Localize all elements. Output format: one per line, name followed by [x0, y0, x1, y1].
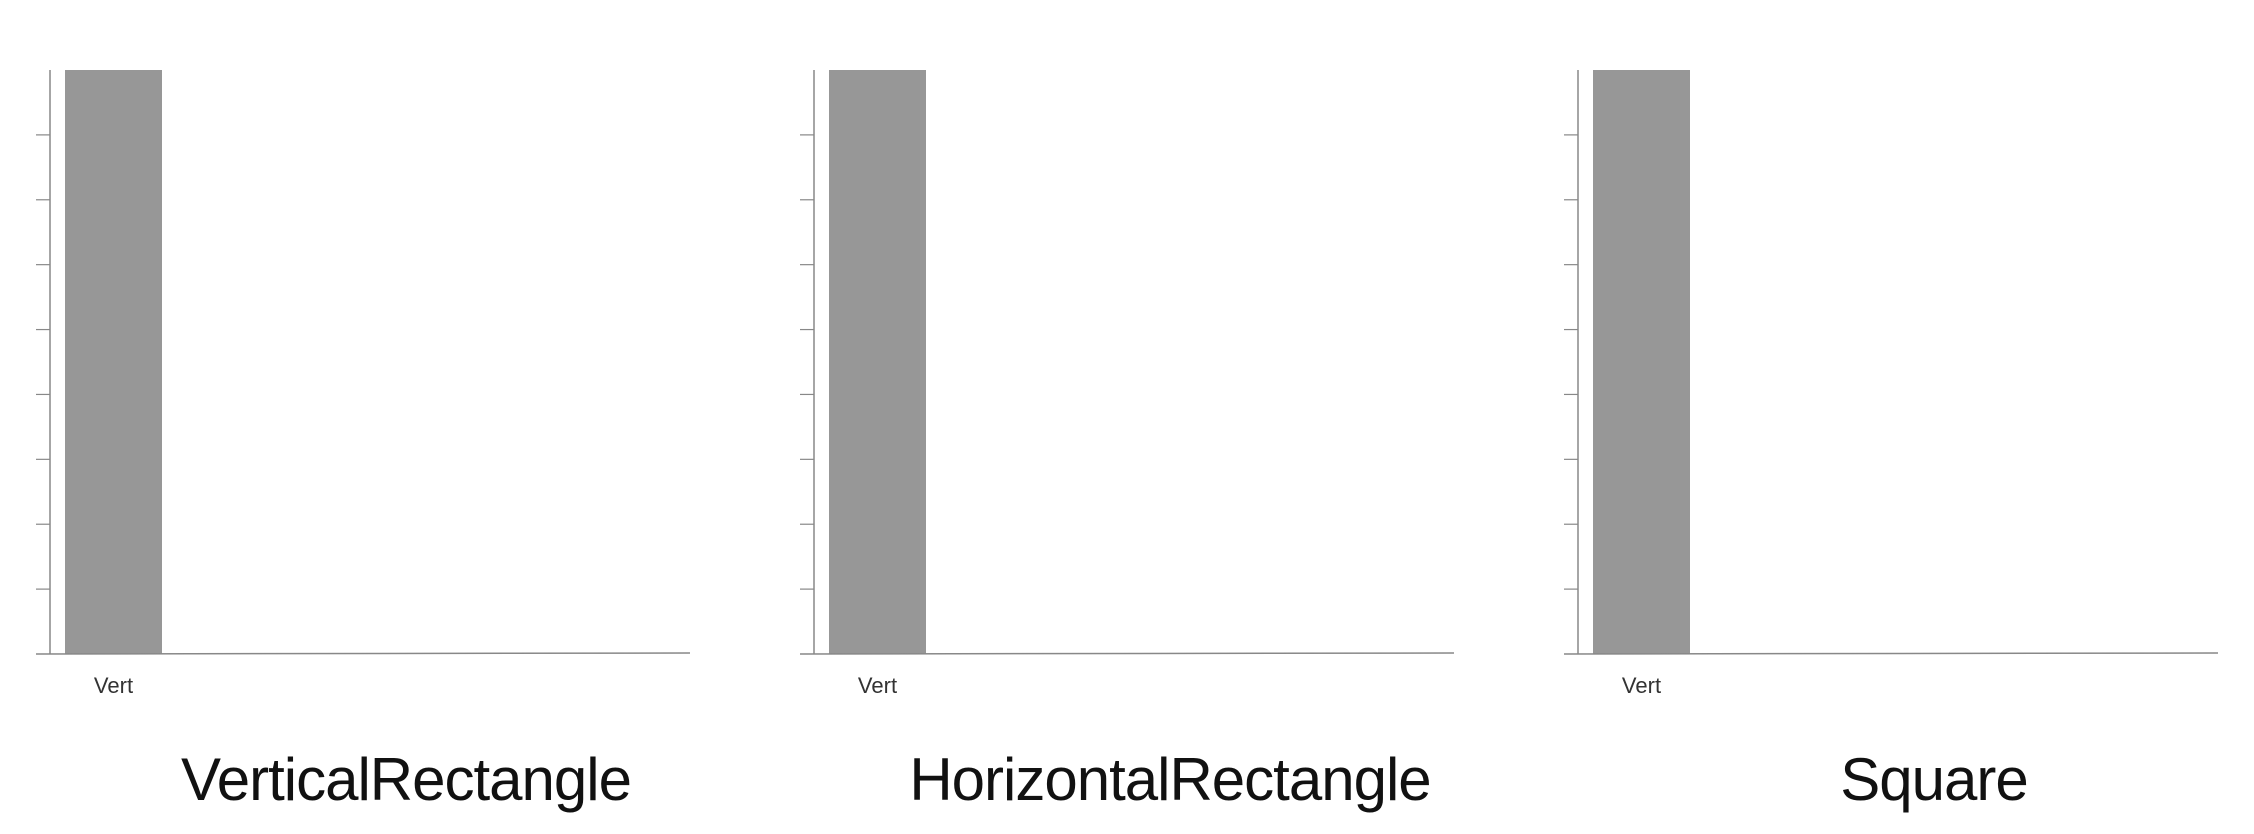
bar	[1593, 70, 1690, 654]
bar	[65, 70, 162, 654]
chart-plot: Vert	[35, 70, 691, 698]
x-axis-line	[799, 652, 1455, 655]
bar	[829, 70, 926, 654]
chart-panel-square: Vert Square	[1563, 0, 2254, 834]
chart-title: HorizontalRectangle	[909, 746, 1431, 813]
x-tick-label: Vert	[858, 673, 897, 698]
x-tick-label: Vert	[1622, 673, 1661, 698]
x-tick-label: Vert	[94, 673, 133, 698]
chart-plot: Vert	[799, 70, 1455, 698]
chart-panel-vertical-rectangle: Vert VerticalRectangle	[35, 0, 776, 834]
chart-plot: Vert	[1563, 70, 2219, 698]
x-axis-line	[35, 652, 691, 655]
chart-title: VerticalRectangle	[181, 746, 632, 813]
chart-title: Square	[1840, 746, 2028, 813]
chart-panel-horizontal-rectangle: Vert HorizontalRectangle	[799, 0, 1540, 834]
x-axis-line	[1563, 652, 2219, 655]
